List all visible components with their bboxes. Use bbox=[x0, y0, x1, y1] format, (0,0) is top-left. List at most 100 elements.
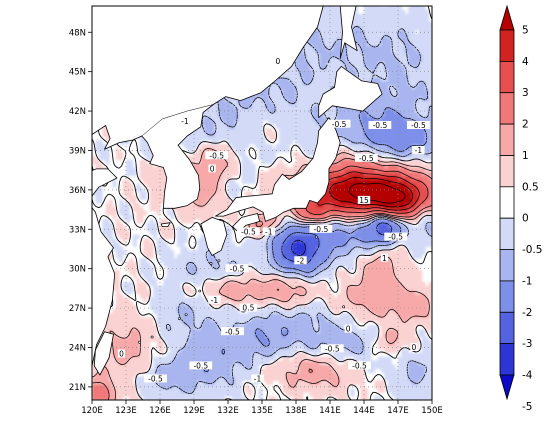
field-cell bbox=[153, 329, 158, 334]
field-cell bbox=[228, 392, 232, 397]
field-cell bbox=[190, 277, 195, 283]
field-cell bbox=[360, 380, 365, 385]
field-cell bbox=[221, 333, 226, 338]
field-cell bbox=[129, 325, 134, 330]
field-cell bbox=[163, 368, 168, 374]
field-cell bbox=[377, 171, 382, 177]
field-cell bbox=[272, 167, 277, 173]
field-cell bbox=[262, 250, 266, 255]
field-cell bbox=[105, 392, 110, 397]
field-cell bbox=[391, 380, 396, 385]
field-cell bbox=[105, 376, 110, 381]
field-cell bbox=[183, 262, 188, 267]
field-cell bbox=[166, 325, 171, 330]
field-cell bbox=[170, 336, 175, 342]
field-cell bbox=[319, 254, 324, 259]
field-cell bbox=[238, 344, 243, 350]
field-cell bbox=[364, 238, 368, 243]
field-cell bbox=[207, 195, 212, 200]
field-cell bbox=[211, 352, 215, 358]
field-cell bbox=[204, 210, 209, 216]
field-cell bbox=[122, 285, 127, 291]
field-cell bbox=[401, 364, 406, 370]
field-cell bbox=[217, 360, 222, 366]
field-cell bbox=[282, 340, 287, 346]
field-cell bbox=[177, 372, 181, 377]
field-cell bbox=[347, 171, 351, 177]
field-cell bbox=[200, 305, 205, 310]
field-cell bbox=[275, 218, 280, 224]
field-cell bbox=[129, 333, 134, 338]
field-cell bbox=[377, 191, 382, 196]
field-cell bbox=[217, 372, 222, 377]
field-cell bbox=[258, 388, 263, 393]
field-cell bbox=[268, 250, 273, 255]
field-cell bbox=[323, 199, 328, 204]
field-cell bbox=[377, 250, 382, 255]
field-cell bbox=[136, 218, 141, 224]
field-cell bbox=[258, 262, 263, 267]
field-cell bbox=[398, 333, 402, 338]
field-cell bbox=[245, 175, 249, 180]
field-cell bbox=[381, 183, 385, 188]
field-cell bbox=[272, 273, 277, 279]
field-cell bbox=[160, 293, 164, 299]
field-cell bbox=[156, 396, 161, 400]
field-cell bbox=[401, 266, 406, 271]
field-cell bbox=[166, 392, 171, 397]
field-cell bbox=[231, 285, 236, 291]
field-cell bbox=[200, 250, 205, 255]
field-cell bbox=[285, 372, 290, 377]
field-cell bbox=[353, 329, 358, 334]
field-cell bbox=[275, 238, 280, 243]
field-cell bbox=[343, 250, 348, 255]
field-cell bbox=[183, 344, 188, 350]
field-cell bbox=[411, 293, 416, 299]
field-cell bbox=[398, 238, 402, 243]
field-cell bbox=[109, 238, 113, 243]
field-cell bbox=[166, 301, 171, 307]
field-cell bbox=[418, 321, 423, 326]
field-cell bbox=[411, 376, 416, 381]
field-cell bbox=[258, 210, 263, 216]
field-cell bbox=[214, 376, 219, 381]
field-cell bbox=[279, 222, 283, 228]
field-cell bbox=[421, 183, 426, 188]
field-cell bbox=[374, 175, 379, 180]
field-cell bbox=[119, 380, 124, 385]
field-cell bbox=[211, 313, 215, 318]
field-cell bbox=[299, 297, 304, 303]
field-cell bbox=[374, 317, 379, 322]
field-cell bbox=[326, 297, 331, 303]
field-cell bbox=[255, 242, 260, 247]
field-cell bbox=[313, 206, 317, 212]
field-cell bbox=[333, 238, 338, 243]
field-cell bbox=[279, 242, 283, 247]
field-cell bbox=[217, 301, 222, 307]
field-cell bbox=[421, 206, 426, 212]
field-cell bbox=[333, 321, 338, 326]
field-cell bbox=[109, 372, 113, 377]
field-cell bbox=[421, 333, 426, 338]
field-cell bbox=[367, 325, 372, 330]
field-cell bbox=[394, 179, 399, 184]
field-cell bbox=[95, 163, 100, 169]
field-cell bbox=[160, 364, 164, 370]
field-cell bbox=[234, 289, 239, 295]
field-cell bbox=[404, 250, 409, 255]
field-cell bbox=[221, 246, 226, 251]
field-cell bbox=[279, 281, 283, 287]
field-cell bbox=[268, 191, 273, 196]
field-cell bbox=[262, 266, 266, 271]
field-cell bbox=[265, 175, 270, 180]
field-cell bbox=[370, 246, 375, 251]
field-cell bbox=[428, 376, 432, 381]
field-cell bbox=[262, 246, 266, 251]
field-cell bbox=[296, 364, 300, 370]
field-cell bbox=[262, 309, 266, 314]
field-cell bbox=[357, 187, 362, 192]
field-cell bbox=[421, 372, 426, 377]
field-cell bbox=[319, 321, 324, 326]
field-cell bbox=[200, 210, 205, 216]
field-cell bbox=[316, 262, 321, 267]
